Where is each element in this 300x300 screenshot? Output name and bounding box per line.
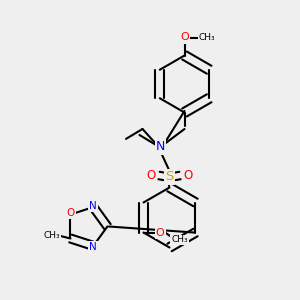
Text: CH₃: CH₃ [171,236,188,244]
Text: CH₃: CH₃ [44,231,60,240]
Text: S: S [165,170,174,184]
Text: N: N [89,201,97,211]
Text: O: O [180,32,189,43]
Text: O: O [156,227,164,238]
Text: CH₃: CH₃ [199,33,215,42]
Text: N: N [156,140,165,154]
Text: O: O [183,169,192,182]
Text: O: O [147,169,156,182]
Text: O: O [66,208,75,218]
Text: N: N [89,242,97,252]
